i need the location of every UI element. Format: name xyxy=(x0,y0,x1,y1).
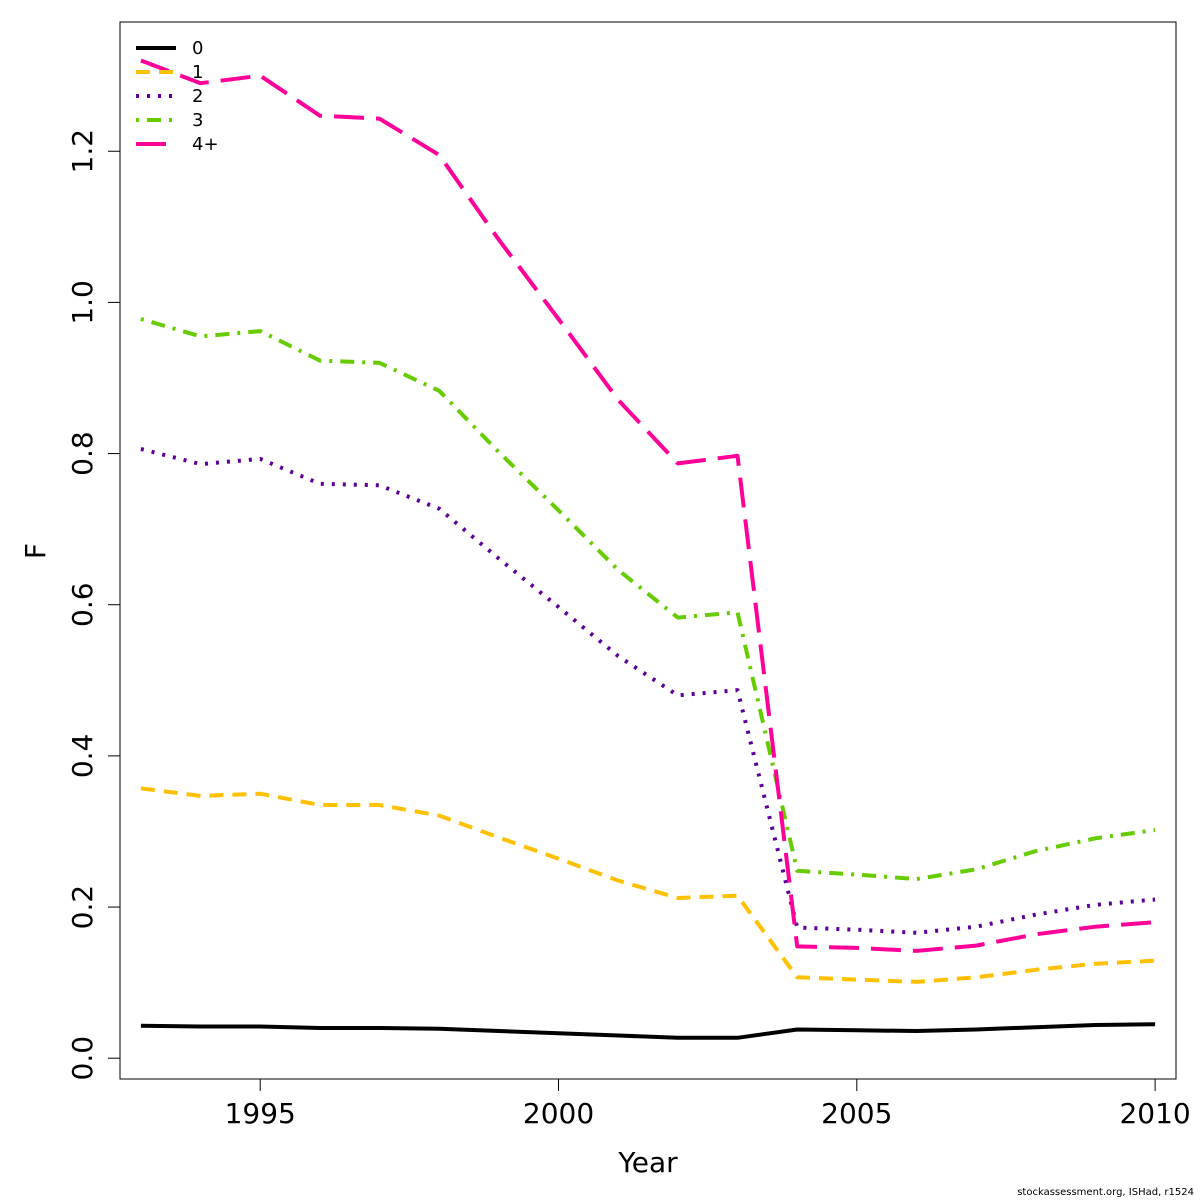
x-tick-label-0: 1995 xyxy=(225,1097,296,1130)
series-line-1 xyxy=(140,786,1156,984)
y-tick-label-0: 0.0 xyxy=(66,1036,99,1081)
plot-frame xyxy=(119,21,1177,1080)
legend: 0 1 2 3 4+ xyxy=(136,38,219,155)
y-tick-label-1: 0.2 xyxy=(66,885,99,930)
y-axis-label: F xyxy=(19,543,52,559)
x-tick-label-2: 2005 xyxy=(821,1097,892,1130)
legend-label-0: 0 xyxy=(192,38,203,59)
x-axis: 1995 2000 2005 2010 xyxy=(225,1079,1191,1130)
footer-credit: stockassessment.org, ISHad, r1524 xyxy=(1017,1187,1194,1198)
x-tick-label-1: 2000 xyxy=(523,1097,594,1130)
legend-label-2: 2 xyxy=(192,86,203,107)
series-line-3 xyxy=(140,317,1156,882)
series-layer xyxy=(140,58,1156,1040)
y-tick-label-4: 0.8 xyxy=(66,431,99,476)
legend-label-4: 4+ xyxy=(192,134,219,155)
y-tick-label-5: 1.0 xyxy=(66,280,99,325)
y-tick-label-6: 1.2 xyxy=(66,129,99,174)
legend-label-3: 3 xyxy=(192,110,203,131)
y-axis: 0.0 0.2 0.4 0.6 0.8 1.0 1.2 xyxy=(66,129,120,1081)
x-tick-label-3: 2010 xyxy=(1119,1097,1190,1130)
legend-label-1: 1 xyxy=(192,62,203,83)
y-tick-label-2: 0.4 xyxy=(66,734,99,779)
y-tick-label-3: 0.6 xyxy=(66,582,99,627)
series-line-0 xyxy=(140,1022,1156,1040)
series-line-4 xyxy=(140,58,1156,953)
x-axis-label: Year xyxy=(617,1146,678,1179)
